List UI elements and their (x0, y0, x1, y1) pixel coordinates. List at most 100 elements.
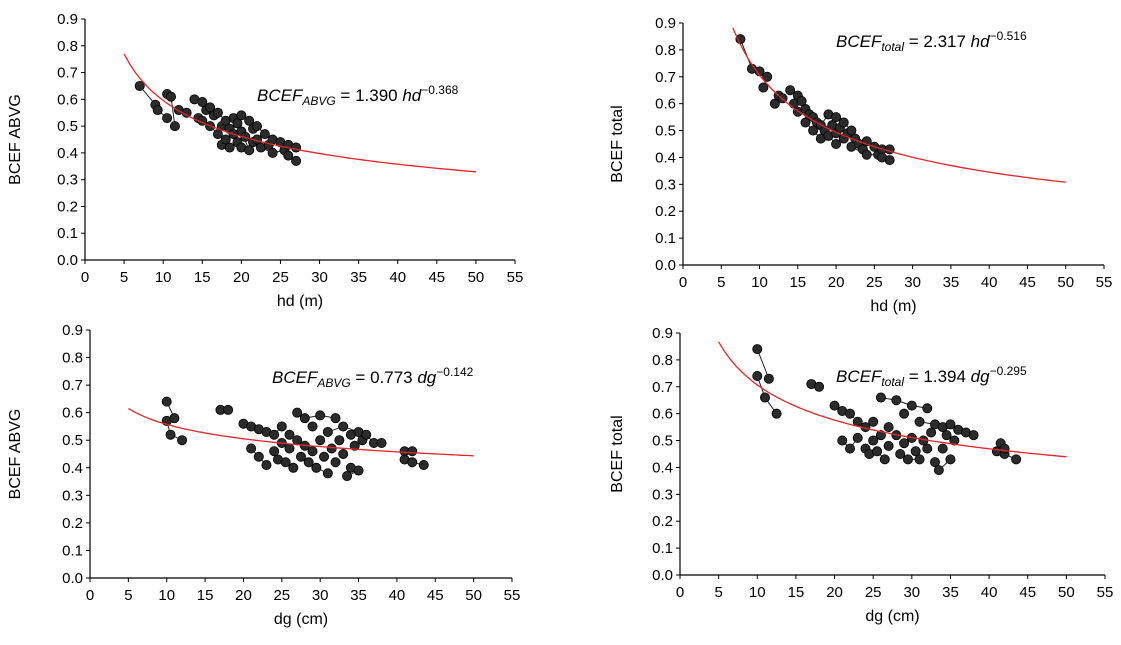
fit-equation: BCEFtotal = 2.317 hd−0.516 (836, 29, 1027, 54)
data-point (303, 457, 314, 468)
y-tick-label: 0.9 (62, 322, 83, 339)
data-point (284, 443, 295, 454)
y-tick-label: 0.3 (57, 172, 78, 189)
data-point (868, 416, 879, 427)
x-tick-label: 40 (981, 274, 998, 291)
fit-curve (732, 27, 1066, 183)
data-point (334, 435, 345, 446)
data-point (307, 421, 318, 432)
data-point (291, 142, 302, 153)
y-tick-label: 0.0 (655, 257, 676, 274)
data-point (269, 429, 280, 440)
data-point (280, 457, 291, 468)
data-point (949, 435, 960, 446)
x-tick-label: 55 (504, 587, 521, 604)
data-point (244, 145, 255, 156)
fit-equation: BCEFABVG = 0.773 dg−0.142 (272, 365, 474, 390)
data-point (899, 408, 910, 419)
data-point (232, 118, 243, 129)
equation-exponent: −0.516 (990, 29, 1027, 43)
x-tick-label: 15 (197, 587, 214, 604)
y-tick-label: 0.7 (652, 379, 673, 396)
y-tick-label: 0.6 (57, 91, 78, 108)
y-tick-label: 0.2 (62, 515, 83, 532)
data-point (342, 471, 353, 482)
x-tick-label: 0 (676, 584, 684, 601)
data-point (322, 426, 333, 437)
data-point (376, 437, 387, 448)
data-point (288, 462, 299, 473)
data-point (165, 91, 176, 102)
y-tick-label: 0.2 (655, 203, 676, 220)
data-point (169, 121, 180, 132)
data-point (762, 71, 773, 82)
x-tick-label: 50 (465, 587, 482, 604)
data-point (769, 98, 780, 109)
data-point (868, 435, 879, 446)
data-point (875, 430, 886, 441)
data-point (169, 413, 180, 424)
data-point (800, 117, 811, 128)
data-point (914, 416, 925, 427)
x-tick-label: 15 (789, 274, 806, 291)
y-tick-label: 0.4 (655, 149, 676, 166)
fit-curve (128, 407, 474, 457)
data-point (330, 457, 341, 468)
x-tick-label: 25 (866, 274, 883, 291)
x-tick-label: 30 (904, 274, 921, 291)
data-point (181, 107, 192, 118)
x-tick-label: 20 (233, 269, 250, 286)
fit-curve (123, 53, 476, 173)
data-point (407, 457, 418, 468)
data-point (251, 121, 262, 132)
x-tick-label: 55 (507, 269, 524, 286)
data-point (246, 443, 257, 454)
data-point (177, 435, 188, 446)
data-point (292, 435, 303, 446)
data-point (315, 410, 326, 421)
y-tick-label: 0.7 (62, 377, 83, 394)
data-point (846, 125, 857, 136)
data-point (884, 155, 895, 166)
chart-panel-3: 0.0 0.1 0.2 0.3 0.4 0.5 0.6 0.7 0.8 0.9 0 5 10 15 20 25… (7, 322, 520, 628)
equation-subscript: total (881, 40, 904, 54)
x-tick-label: 35 (350, 587, 367, 604)
data-point (852, 432, 863, 443)
y-tick-label: 0.5 (57, 118, 78, 135)
y-tick-label: 0.8 (652, 352, 673, 369)
equation-exponent: −0.368 (421, 83, 458, 97)
data-point (941, 430, 952, 441)
y-tick-label: 0.5 (62, 432, 83, 449)
data-point (760, 392, 771, 403)
y-axis-label: BCEF total (609, 415, 626, 492)
fit-equation: BCEFABVG = 1.390 hd−0.368 (257, 83, 459, 108)
data-point (283, 150, 294, 161)
data-point (906, 400, 917, 411)
data-point (763, 373, 774, 384)
y-tick-label: 0.6 (62, 405, 83, 422)
y-tick-label: 0.3 (652, 486, 673, 503)
y-tick-label: 0.8 (62, 350, 83, 367)
data-point (276, 421, 287, 432)
data-point (899, 438, 910, 449)
y-tick-label: 0.8 (655, 42, 676, 59)
x-axis-label: hd (m) (870, 298, 916, 315)
y-tick-label: 0.7 (57, 65, 78, 82)
data-point (165, 429, 176, 440)
data-point (269, 446, 280, 457)
y-tick-label: 0.5 (652, 433, 673, 450)
y-tick-label: 0.4 (57, 145, 78, 162)
y-tick-label: 0.1 (655, 230, 676, 247)
y-tick-label: 0.2 (652, 513, 673, 530)
x-tick-label: 45 (428, 269, 445, 286)
x-tick-label: 55 (1097, 584, 1114, 601)
data-point (261, 460, 272, 471)
data-point (326, 443, 337, 454)
data-point (910, 446, 921, 457)
data-point (926, 427, 937, 438)
data-point (945, 454, 956, 465)
data-point (349, 440, 360, 451)
data-point (872, 446, 883, 457)
data-point (338, 448, 349, 459)
